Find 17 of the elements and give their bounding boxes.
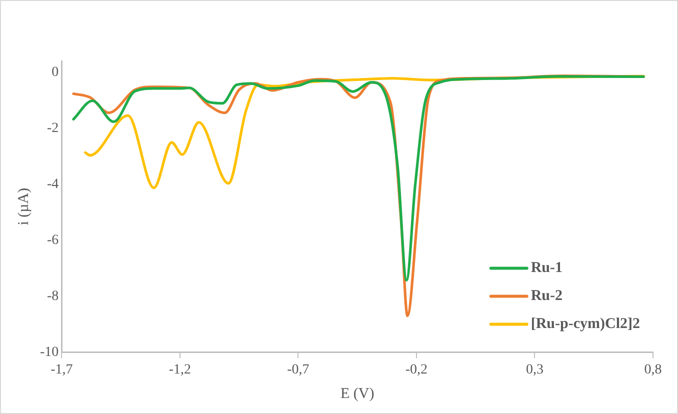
x-tick-label: -1,2 <box>168 362 192 378</box>
x-tick-label: 0,8 <box>644 362 662 378</box>
y-tick-label: 0 <box>52 64 59 80</box>
y-tick-label: -10 <box>40 344 59 360</box>
x-tick-label: 0,3 <box>526 362 544 378</box>
y-tick-label: -4 <box>46 176 59 192</box>
x-tick-label: -0,2 <box>405 362 428 378</box>
x-tick-label: -0,7 <box>287 362 310 378</box>
y-tick-label: -8 <box>46 288 59 304</box>
x-tick-label: -1,7 <box>50 362 73 378</box>
y-tick-label: -2 <box>46 120 59 136</box>
legend-label: Ru-1 <box>530 260 563 276</box>
legend-label: Ru-2 <box>530 288 563 304</box>
y-tick-label: -6 <box>46 232 59 248</box>
y-axis-title: i (µA) <box>16 188 32 226</box>
x-axis-title: E (V) <box>340 386 374 402</box>
legend-label: [Ru-p-cym)Cl2]2 <box>530 316 640 332</box>
